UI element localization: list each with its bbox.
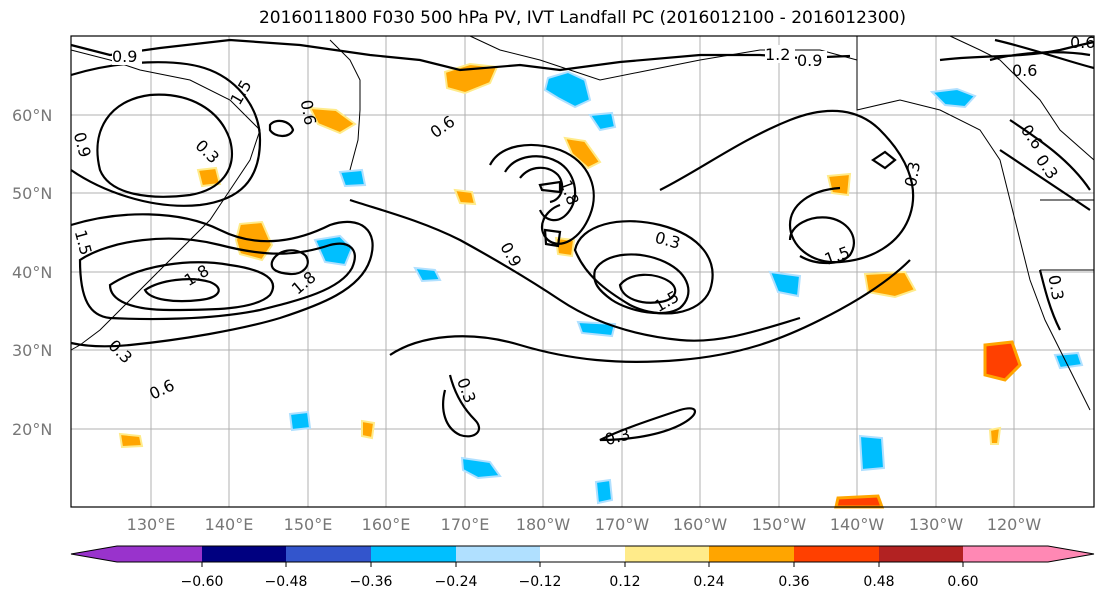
ivt-patch: [588, 111, 617, 132]
lon-label: 170°E: [441, 515, 490, 534]
ivt-patch: [826, 172, 852, 197]
colorbar-tick-label: −0.60: [181, 574, 224, 590]
latitude-labels: 60°N 50°N 40°N 30°N 20°N: [12, 106, 52, 439]
longitude-labels: 130°E 140°E 150°E 160°E 170°E 180°W 170°…: [127, 515, 1042, 534]
lat-label: 50°N: [12, 184, 52, 203]
colorbar-tick-label: −0.36: [350, 574, 393, 590]
map-title: 2016011800 F030 500 hPa PV, IVT Landfall…: [258, 8, 906, 28]
lon-label: 130°W: [909, 515, 964, 534]
colorbar-bin: [371, 546, 456, 562]
map-panel: 0.9 1.2 0.9 0.6 0.3 1.5 1.8 0.3 0.6 0.9 …: [70, 33, 1095, 509]
colorbar: −0.60 −0.48 −0.36 −0.24 −0.12 0.12 0.24 …: [70, 545, 1095, 590]
ivt-patch: [554, 236, 576, 258]
ivt-patch: [338, 168, 367, 188]
ivt-patch: [929, 87, 977, 109]
ivt-patch: [834, 494, 885, 509]
colorbar-bin: [286, 546, 371, 562]
lon-label: 160°W: [673, 515, 728, 534]
colorbar-bin: [202, 546, 286, 562]
colorbar-bin: [117, 546, 202, 562]
ivt-patch: [563, 136, 602, 170]
contour-label: 0.6: [1070, 33, 1095, 52]
contour-label: 1.2: [765, 45, 790, 64]
ivt-patch: [768, 270, 802, 298]
ivt-patch: [863, 270, 917, 299]
contour-label: 0.3: [901, 160, 924, 188]
colorbar-bin: [625, 546, 709, 562]
ivt-patch: [576, 320, 617, 338]
lat-label: 40°N: [12, 263, 52, 282]
ivt-patch: [361, 419, 376, 440]
colorbar-tick-label: 0.12: [609, 574, 640, 590]
contour-label: 0.9: [797, 51, 822, 70]
ivt-shading: [118, 62, 1084, 509]
contour-label: 0.6: [297, 98, 320, 126]
ivt-patch: [988, 426, 1002, 445]
lon-label: 120°W: [987, 515, 1042, 534]
lon-label: 180°W: [516, 515, 571, 534]
lon-label: 170°W: [595, 515, 650, 534]
lat-label: 30°N: [12, 341, 52, 360]
lon-label: 150°E: [284, 515, 333, 534]
colorbar-tick-label: −0.12: [519, 574, 562, 590]
lon-label: 140°E: [205, 515, 254, 534]
colorbar-tick-label: 0.60: [947, 574, 978, 590]
lon-label: 130°E: [127, 515, 176, 534]
ivt-patch: [543, 70, 592, 109]
ivt-patch: [1053, 351, 1084, 370]
colorbar-bin: [794, 546, 879, 562]
lon-label: 160°E: [362, 515, 411, 534]
lat-label: 60°N: [12, 106, 52, 125]
contour-label: 0.3: [1044, 273, 1067, 301]
ivt-patch: [288, 410, 312, 432]
ivt-patch: [443, 62, 499, 95]
coastlines: [70, 35, 1095, 411]
pv-contours: [70, 38, 1095, 442]
colorbar-extend-low: [71, 546, 117, 562]
colorbar-extend-high: [1048, 546, 1094, 562]
contour-label: 0.6: [1012, 61, 1037, 80]
colorbar-bin: [540, 546, 625, 562]
colorbar-bin: [456, 546, 540, 562]
ivt-patch: [983, 340, 1022, 382]
colorbar-bin: [879, 546, 963, 562]
ivt-patch: [196, 166, 222, 188]
colorbar-tick-label: 0.48: [863, 574, 894, 590]
colorbar-tick-label: 0.36: [778, 574, 809, 590]
colorbar-tick-label: 0.24: [693, 574, 724, 590]
lon-label: 140°W: [830, 515, 885, 534]
lat-label: 20°N: [12, 420, 52, 439]
ivt-patch: [594, 478, 614, 505]
ivt-patch: [308, 106, 357, 135]
lon-label: 150°W: [752, 515, 807, 534]
contour-label: 0.9: [112, 47, 137, 66]
ivt-patch: [453, 188, 477, 206]
colorbar-bin: [709, 546, 794, 562]
colorbar-bin: [963, 546, 1048, 562]
ivt-patch: [118, 432, 144, 449]
colorbar-tick-label: −0.48: [265, 574, 308, 590]
map-border: [70, 35, 1095, 508]
ivt-patch: [460, 456, 502, 480]
colorbar-tick-label: −0.24: [435, 574, 478, 590]
ivt-patch: [413, 266, 442, 283]
ivt-patch: [858, 434, 886, 472]
